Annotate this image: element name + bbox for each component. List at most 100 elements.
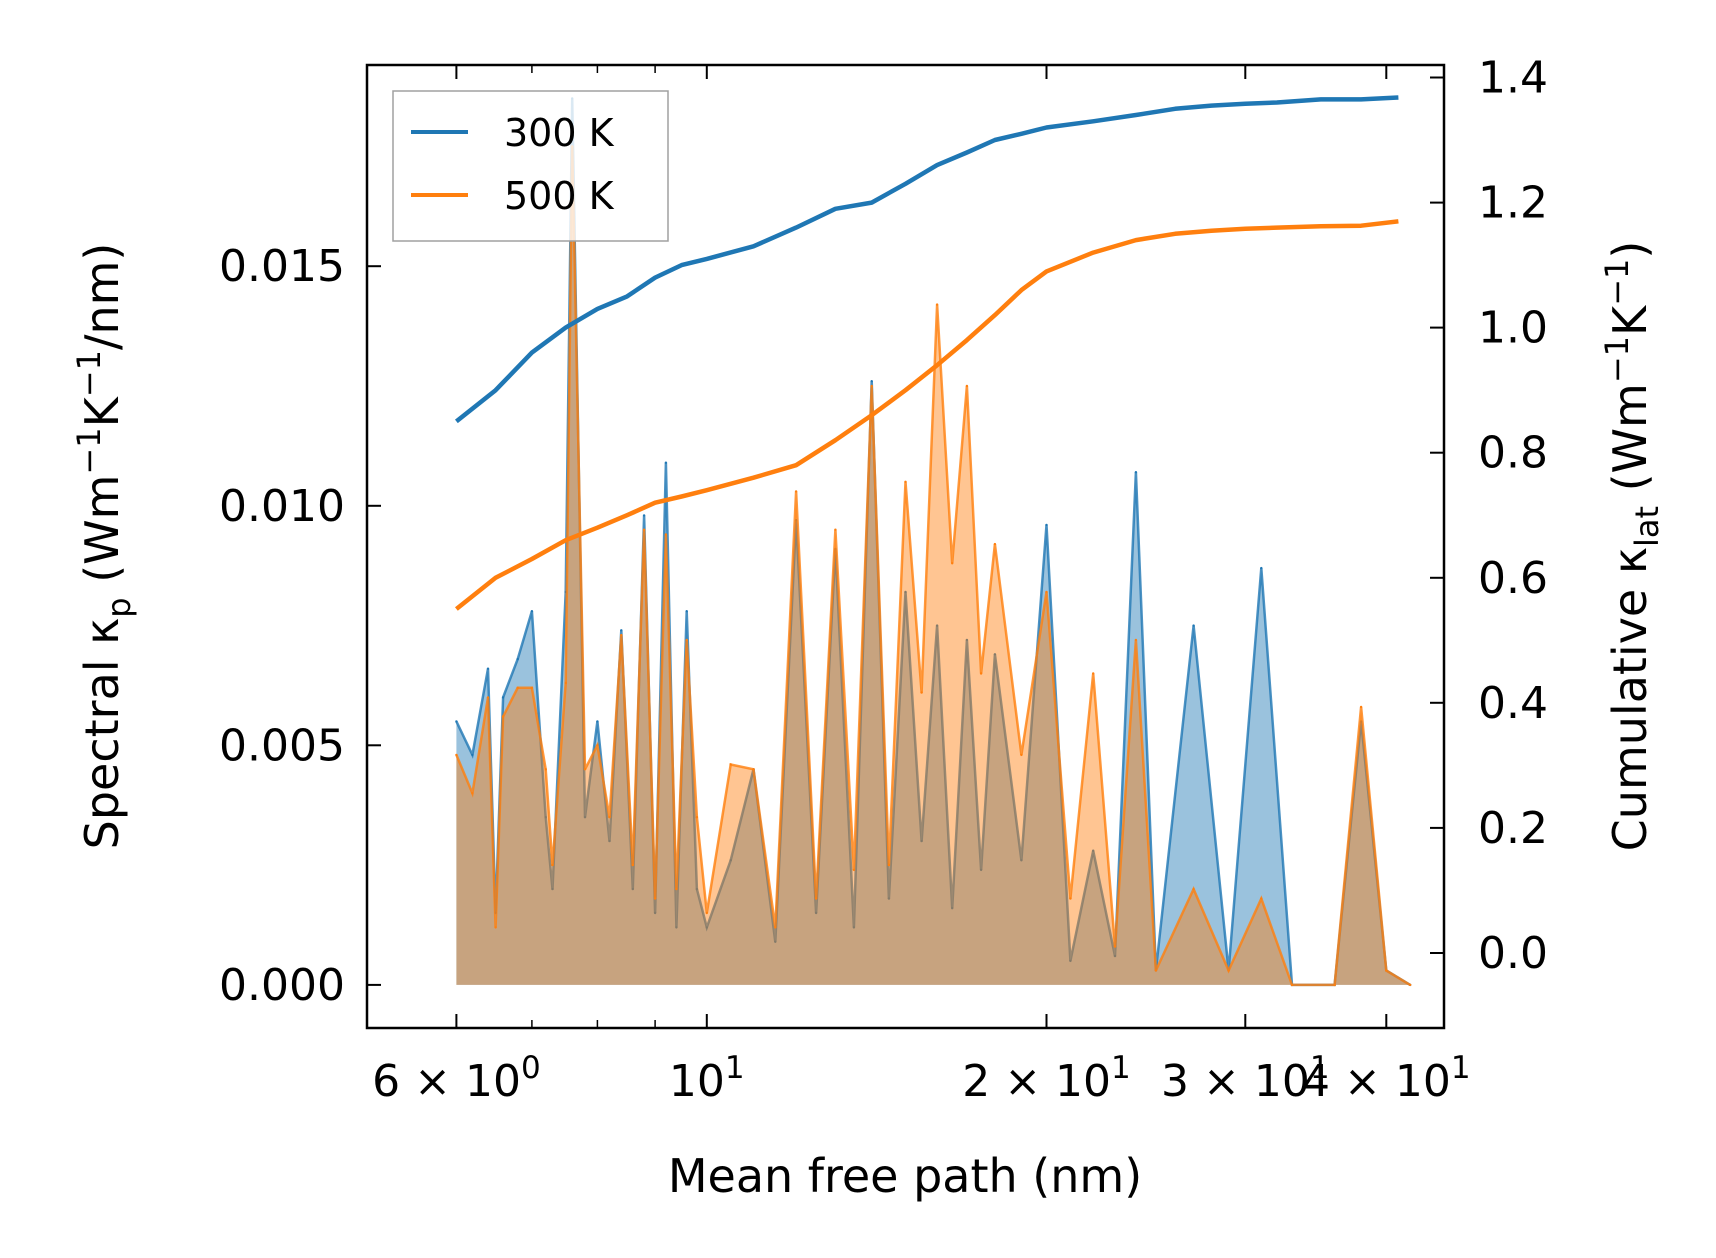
legend: 300 K 500 K (392, 90, 669, 242)
spectral-point-300k (1260, 566, 1263, 570)
spectral-point-500k (494, 926, 497, 929)
spectral-fills (455, 97, 1412, 987)
spectral-point-300k (814, 911, 818, 915)
y-right-tick-label: 0.6 (1478, 553, 1548, 604)
spectral-point-300k (870, 380, 873, 383)
spectral-point-500k (705, 911, 708, 915)
spectral-point-300k (935, 624, 939, 627)
spectral-point-500k (1154, 969, 1158, 972)
y-axis-label-left: Spectral κp (Wm−1K−1/nm) (70, 243, 138, 850)
spectral-point-500k (887, 863, 891, 867)
spectral-area-300k (456, 98, 1411, 985)
x-tick-label: 3 × 101 (1161, 1050, 1330, 1107)
spectral-point-500k (1069, 897, 1072, 900)
spectral-point-300k (501, 696, 505, 699)
spectral-point-500k (1192, 887, 1195, 891)
spectral-point-500k (729, 763, 732, 766)
spectral-point-500k (920, 691, 923, 694)
y-left-tick-label: 0.005 (219, 720, 345, 771)
spectral-point-500k (642, 528, 646, 531)
spectral-point-500k (1045, 590, 1048, 594)
x-tick-label: 101 (669, 1050, 745, 1107)
legend-box (392, 90, 669, 242)
spectral-point-500k (752, 768, 755, 771)
spectral-point-500k (979, 672, 983, 675)
spectral-point-500k (951, 562, 954, 565)
spectral-point-500k (1290, 983, 1294, 987)
spectral-point-300k (1020, 859, 1023, 862)
spectral-point-300k (486, 667, 490, 670)
spectral-point-500k (675, 887, 678, 891)
x-tick-label: 2 × 101 (962, 1050, 1131, 1107)
spectral-point-500k (870, 384, 873, 388)
spectral-area-500k (456, 146, 1411, 985)
y-right-tick-label: 0.4 (1478, 678, 1548, 729)
spectral-point-300k (675, 926, 678, 929)
spectral-point-500k (1134, 638, 1138, 642)
spectral-point-300k (979, 868, 983, 872)
spectral-point-500k (455, 753, 458, 757)
spectral-point-300k (620, 629, 623, 632)
spectral-point-500k (993, 542, 997, 546)
spectral-point-300k (664, 461, 668, 464)
spectral-point-300k (551, 887, 554, 891)
spectral-point-500k (774, 926, 777, 929)
spectral-point-300k (695, 887, 699, 891)
spectral-point-300k (1092, 849, 1095, 852)
spectral-point-500k (664, 533, 668, 536)
spectral-point-500k (516, 686, 519, 689)
spectral-point-500k (695, 816, 699, 819)
spectral-point-500k (544, 768, 547, 771)
axis-ticks (367, 65, 1444, 1028)
spectral-point-500k (631, 863, 634, 867)
spectral-point-500k (814, 897, 818, 900)
spectral-point-300k (516, 657, 519, 661)
y-left-tick-label: 0.015 (219, 241, 345, 292)
spectral-point-500k (608, 816, 611, 819)
spectral-point-500k (834, 528, 837, 531)
cumulative-line-300k (454, 95, 1399, 424)
spectral-point-300k (920, 839, 923, 843)
spectral-point-500k (1359, 705, 1363, 709)
spectral-point-300k (965, 638, 969, 642)
spectral-point-500k (564, 681, 567, 685)
x-tick-label: 4 × 101 (1302, 1050, 1471, 1107)
spectral-point-300k (729, 859, 732, 862)
spectral-point-500k (530, 686, 534, 689)
spectral-point-500k (653, 897, 657, 900)
spectral-point-300k (1069, 959, 1072, 963)
spectral-point-300k (904, 590, 907, 594)
spectral-line-500k (455, 146, 1411, 987)
x-axis-label: Mean free path (nm) (668, 1149, 1142, 1203)
spectral-point-500k (1227, 969, 1230, 972)
spectral-point-500k (1020, 753, 1023, 757)
spectral-point-500k (685, 638, 688, 642)
spectral-point-300k (887, 897, 891, 900)
spectral-point-500k (1385, 969, 1388, 972)
spectral-point-300k (544, 816, 547, 819)
spectral-point-300k (1045, 523, 1048, 527)
spectral-point-500k (620, 633, 623, 637)
spectral-point-300k (1192, 624, 1195, 627)
spectral-point-300k (631, 887, 634, 891)
y-right-tick-label: 1.0 (1478, 303, 1548, 354)
spectral-point-300k (705, 926, 708, 929)
spectral-point-300k (455, 720, 458, 723)
y-right-tick-label: 1.2 (1478, 178, 1548, 229)
spectral-point-500k (596, 744, 599, 747)
plot-frame (365, 63, 1446, 1030)
spectral-point-300k (1134, 471, 1138, 474)
spectral-point-300k (642, 514, 646, 517)
spectral-point-500k (904, 480, 907, 483)
spectral-point-300k (774, 940, 777, 943)
y-left-tick-label: 0.010 (219, 481, 345, 532)
spectral-point-300k (596, 720, 599, 723)
cumulative-lines (454, 95, 1399, 611)
spectral-point-500k (471, 792, 474, 795)
y-right-tick-label: 0.2 (1478, 803, 1548, 854)
spectral-point-300k (471, 753, 474, 757)
spectral-point-500k (1333, 983, 1336, 987)
spectral-point-500k (965, 384, 969, 388)
legend-label-500k: 500 K (504, 174, 615, 218)
